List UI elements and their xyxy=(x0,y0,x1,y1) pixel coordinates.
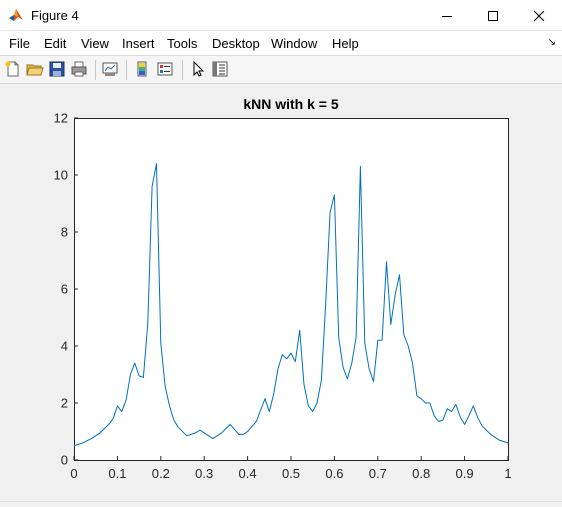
menu-help[interactable]: Help xyxy=(332,36,359,51)
y-tick-label: 2 xyxy=(61,396,68,411)
toolbar-separator xyxy=(126,60,127,80)
x-tick-label: 0.1 xyxy=(108,466,126,481)
title-bar: Figure 4 xyxy=(0,0,562,31)
minimize-button[interactable] xyxy=(424,0,470,31)
menu-desktop[interactable]: Desktop xyxy=(212,36,260,51)
matlab-logo-icon xyxy=(9,9,23,21)
window-title: Figure 4 xyxy=(31,8,79,23)
axes-box xyxy=(74,118,509,461)
x-tick-label: 0.9 xyxy=(456,466,474,481)
menu-bar: File Edit View Insert Tools Desktop Wind… xyxy=(0,31,562,56)
y-tick-label: 0 xyxy=(61,453,68,468)
series-group xyxy=(73,163,509,447)
series-line[interactable] xyxy=(73,163,509,447)
y-tick-label: 6 xyxy=(61,282,68,297)
new-figure-icon[interactable] xyxy=(4,60,22,78)
insert-colorbar-icon[interactable] xyxy=(133,60,151,78)
x-tick-label: 0 xyxy=(70,466,77,481)
x-tick-label: 1 xyxy=(504,466,511,481)
menu-window[interactable]: Window xyxy=(271,36,318,51)
print-icon[interactable] xyxy=(70,60,88,78)
x-tick-label: 0.3 xyxy=(195,466,213,481)
y-tick-label: 12 xyxy=(54,111,68,126)
window-bottom-edge xyxy=(0,501,562,506)
toolbar-separator xyxy=(182,60,183,80)
y-tick-label: 8 xyxy=(61,225,68,240)
maximize-icon xyxy=(488,10,498,21)
x-tick-label: 0.2 xyxy=(152,466,170,481)
x-tick-label: 0.8 xyxy=(412,466,430,481)
figure-area: kNN with k = 5 0 0.1 0.2 0.3 0.4 0.5 0.6 0.7 0.8… xyxy=(0,84,562,502)
insert-legend-icon[interactable] xyxy=(156,60,174,78)
line-chart[interactable]: kNN with k = 5 0 0.1 0.2 0.3 0.4 0.5 0.6 0.7 0.8… xyxy=(0,84,562,502)
menu-view[interactable]: View xyxy=(81,36,109,51)
edit-plot-icon[interactable] xyxy=(189,60,207,78)
chart-title: kNN with k = 5 xyxy=(243,96,339,112)
menu-file[interactable]: File xyxy=(9,36,30,51)
menu-tools[interactable]: Tools xyxy=(167,36,198,51)
property-inspector-icon[interactable] xyxy=(211,60,229,78)
close-icon xyxy=(533,10,545,21)
x-tick-label: 0.6 xyxy=(325,466,343,481)
link-plot-icon[interactable] xyxy=(101,60,119,78)
y-tick-label: 4 xyxy=(61,339,68,354)
x-tick-label: 0.5 xyxy=(282,466,300,481)
x-tick-label: 0.7 xyxy=(369,466,387,481)
menu-edit[interactable]: Edit xyxy=(44,36,67,51)
minimize-icon xyxy=(442,15,452,17)
menu-insert[interactable]: Insert xyxy=(122,36,155,51)
open-file-icon[interactable] xyxy=(26,60,44,78)
maximize-button[interactable] xyxy=(470,0,516,31)
toolbar-separator xyxy=(95,60,96,80)
y-tick-label: 10 xyxy=(54,168,68,183)
figure-toolbar xyxy=(0,56,562,84)
save-icon[interactable] xyxy=(48,60,66,78)
x-tick-label: 0.4 xyxy=(239,466,257,481)
dock-arrow-icon[interactable]: ↘ xyxy=(547,37,556,48)
close-button[interactable] xyxy=(516,0,562,31)
